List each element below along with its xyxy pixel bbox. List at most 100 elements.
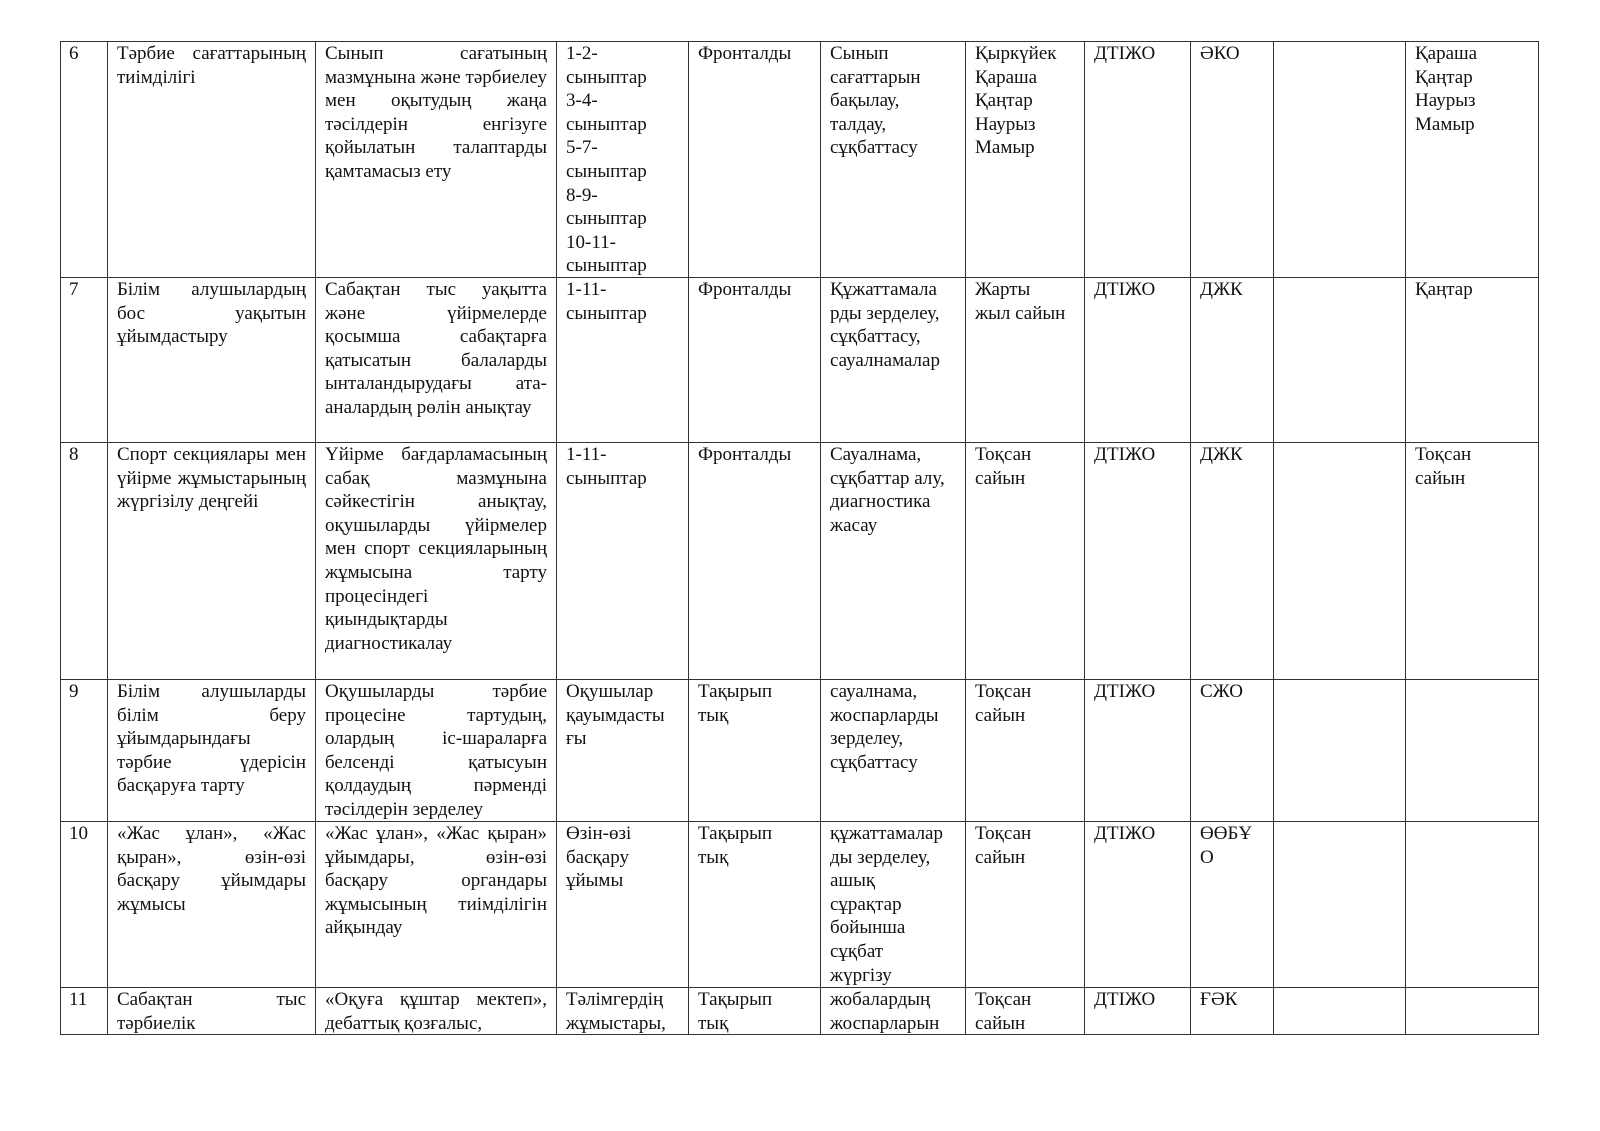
topic-cell-text: Білім алушылардың бос уақытын ұйымдастыр… [117,279,306,348]
responsible-cell-text: ДТІЖО [1094,43,1156,64]
extra-cell [1405,679,1539,822]
goal-cell: Сабақтан тыс уақытта және үйірмелерде қо… [315,277,557,443]
responsible-cell-text: ДТІЖО [1094,681,1156,702]
row-number-text: 10 [69,823,88,844]
responsible-cell-text: ДТІЖО [1094,279,1156,300]
table-row: 7 Білім алушылардың бос уақытын ұйымдасты… [60,277,1539,443]
place-cell: ДЖК [1190,277,1274,443]
goal-cell: Оқушыларды тәрбие процесіне тартудың, ол… [315,679,557,822]
row-number-text: 8 [69,444,79,465]
topic-cell: Спорт секциялары мен үйірме жұмыстарының… [107,442,316,680]
extra-cell [1405,987,1539,1035]
object-cell: 1-11- сыныптар [556,442,689,680]
period-cell-text: Тоқсан сайын [975,681,1032,726]
row-number: 6 [60,41,108,278]
method-cell: құжаттамалар ды зерделеу, ашық сұрақтар … [820,821,966,988]
period-cell: Тоқсан сайын [965,987,1085,1035]
method-cell: Сауалнама, сұқбаттар алу, диагностика жа… [820,442,966,680]
type-cell-text: Фронталды [698,444,792,465]
goal-cell-text: «Оқуға құштар мектеп», дебаттық қозғалыс… [325,989,547,1033]
topic-cell-text: Сабақтан тыс тәрбиелік [117,989,306,1033]
period-cell-text: Жарты жыл сайын [975,279,1066,324]
row-number: 8 [60,442,108,680]
row-number: 11 [60,987,108,1035]
period-cell-text: Тоқсан сайын [975,823,1032,868]
responsible-cell: ДТІЖО [1084,679,1191,822]
inspection-plan-table: 6 Тәрбие сағаттарының тиімділігі Сынып сағ… [60,41,1539,1035]
goal-cell-text: Оқушыларды тәрбие процесіне тартудың, ол… [325,681,547,820]
object-cell-text: Өзін-өзі басқару ұйымы [566,823,632,892]
responsible-cell-text: ДТІЖО [1094,444,1156,465]
responsible-cell: ДТІЖО [1084,442,1191,680]
table-row: 10 «Жас ұлан», «Жас қыран», өзін-өзі басқ… [60,821,1539,988]
responsible-cell-text: ДТІЖО [1094,989,1156,1010]
responsible-cell: ДТІЖО [1084,987,1191,1035]
type-cell: Тақырып тық [688,987,821,1035]
result-cell [1273,41,1406,278]
type-cell: Тақырып тық [688,821,821,988]
place-cell-text: ДЖК [1200,444,1243,465]
topic-cell-text: Білім алушыларды білім беру ұйымдарындағ… [117,681,306,797]
responsible-cell: ДТІЖО [1084,41,1191,278]
period-cell: Тоқсан сайын [965,679,1085,822]
topic-cell-text: Тәрбие сағаттарының тиімділігі [117,43,306,88]
object-cell: Тәлімгердің жұмыстары, [556,987,689,1035]
extra-cell-text: Қараша Қаңтар Наурыз Мамыр [1415,43,1478,135]
method-cell-text: Сынып сағаттарын бақылау, талдау, сұқбат… [830,43,921,159]
table-row: 6 Тәрбие сағаттарының тиімділігі Сынып сағ… [60,41,1539,278]
topic-cell: Сабақтан тыс тәрбиелік [107,987,316,1035]
topic-cell-text: «Жас ұлан», «Жас қыран», өзін-өзі басқар… [117,823,306,915]
result-cell [1273,821,1406,988]
result-cell [1273,277,1406,443]
row-number-text: 11 [69,989,88,1010]
table-row: 9 Білім алушыларды білім беру ұйымдарында… [60,679,1539,822]
goal-cell: «Жас ұлан», «Жас қыран» ұйымдары, өзін-ө… [315,821,557,988]
object-cell-text: Оқушылар қауымдасты ғы [566,681,665,750]
row-number: 9 [60,679,108,822]
method-cell-text: құжаттамалар ды зерделеу, ашық сұрақтар … [830,823,943,986]
object-cell-text: Тәлімгердің жұмыстары, [566,989,666,1033]
object-cell-text: 1-11- сыныптар [566,444,647,489]
object-cell: Оқушылар қауымдасты ғы [556,679,689,822]
extra-cell: Қаңтар [1405,277,1539,443]
place-cell-text: СЖО [1200,681,1243,702]
extra-cell: Қараша Қаңтар Наурыз Мамыр [1405,41,1539,278]
type-cell: Фронталды [688,277,821,443]
place-cell-text: ҒӘК [1200,989,1238,1010]
type-cell: Тақырып тық [688,679,821,822]
row-number-text: 7 [69,279,79,300]
goal-cell-text: Сабақтан тыс уақытта және үйірмелерде қо… [325,279,547,418]
type-cell-text: Тақырып тық [698,681,772,726]
extra-cell [1405,821,1539,988]
method-cell: жобалардың жоспарларын [820,987,966,1035]
period-cell-text: Қыркүйек Қараша Қаңтар Наурыз Мамыр [975,43,1057,159]
method-cell: сауалнама, жоспарларды зерделеу, сұқбатт… [820,679,966,822]
row-number: 10 [60,821,108,988]
place-cell-text: ӘКО [1200,43,1240,64]
result-cell [1273,987,1406,1035]
object-cell: 1-2- сыныптар 3-4- сыныптар 5-7- сыныпта… [556,41,689,278]
result-cell [1273,679,1406,822]
type-cell-text: Тақырып тық [698,989,772,1033]
object-cell: 1-11- сыныптар [556,277,689,443]
method-cell: Сынып сағаттарын бақылау, талдау, сұқбат… [820,41,966,278]
goal-cell: Сынып сағатының мазмұнына және тәрбиелеу… [315,41,557,278]
topic-cell: Білім алушылардың бос уақытын ұйымдастыр… [107,277,316,443]
responsible-cell-text: ДТІЖО [1094,823,1156,844]
place-cell: ӨӨБҰ О [1190,821,1274,988]
period-cell-text: Тоқсан сайын [975,989,1032,1033]
type-cell-text: Фронталды [698,279,792,300]
object-cell-text: 1-2- сыныптар 3-4- сыныптар 5-7- сыныпта… [566,43,647,276]
goal-cell-text: Үйірме бағдарламасының сабақ мазмұнына с… [325,444,547,654]
goal-cell: «Оқуға құштар мектеп», дебаттық қозғалыс… [315,987,557,1035]
responsible-cell: ДТІЖО [1084,821,1191,988]
table-row: 8 Спорт секциялары мен үйірме жұмыстарыны… [60,442,1539,680]
method-cell-text: Құжаттамала рды зерделеу, сұқбаттасу, са… [830,279,940,371]
responsible-cell: ДТІЖО [1084,277,1191,443]
type-cell: Фронталды [688,442,821,680]
place-cell-text: ДЖК [1200,279,1243,300]
period-cell-text: Тоқсан сайын [975,444,1032,489]
topic-cell: Білім алушыларды білім беру ұйымдарындағ… [107,679,316,822]
type-cell-text: Фронталды [698,43,792,64]
topic-cell-text: Спорт секциялары мен үйірме жұмыстарының… [117,444,306,513]
